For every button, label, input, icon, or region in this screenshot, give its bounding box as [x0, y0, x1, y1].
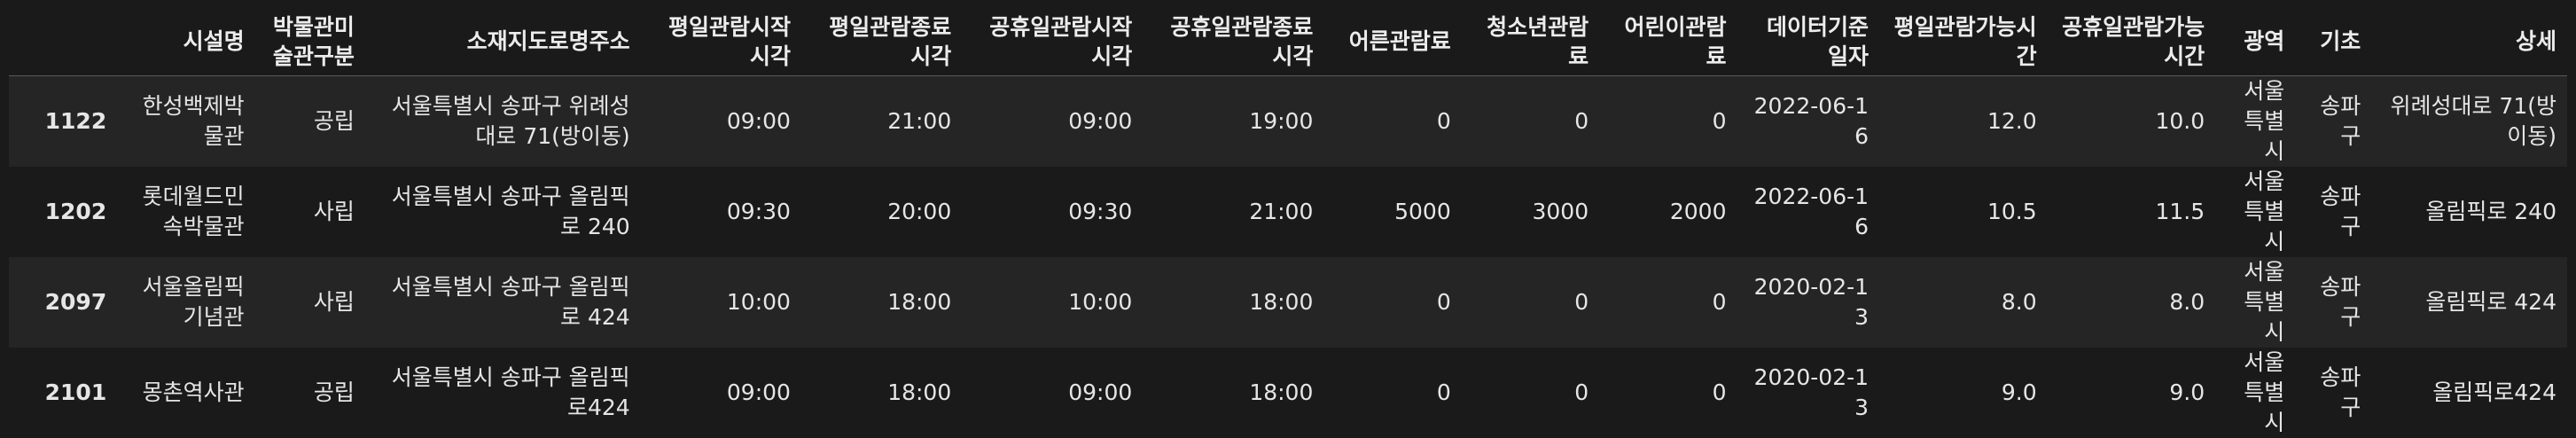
- column-header: 어린이관람료: [1599, 7, 1737, 76]
- column-header: 평일관람가능시간: [1879, 7, 2048, 76]
- table-cell: 10:00: [641, 257, 801, 348]
- table-cell: 송파구: [2295, 257, 2371, 348]
- table-cell: 송파구: [2295, 167, 2371, 257]
- table-cell: 공립: [255, 76, 365, 168]
- table-cell: 서울특별시: [2215, 257, 2295, 348]
- table-cell: 09:00: [641, 76, 801, 168]
- column-header: 데이터기준일자: [1737, 7, 1879, 76]
- table-cell: 18:00: [1143, 348, 1323, 438]
- table-cell: 2020-02-13: [1737, 348, 1879, 438]
- table-cell: 10:00: [962, 257, 1143, 348]
- table-cell: 서울올림픽기념관: [117, 257, 254, 348]
- column-header: 공휴일관람시작시각: [962, 7, 1143, 76]
- table-cell: 21:00: [801, 76, 962, 168]
- table-cell: 8.0: [2048, 257, 2216, 348]
- table-cell: 올림픽로 240: [2371, 167, 2567, 257]
- table-row: 2097 서울올림픽기념관 사립 서울특별시 송파구 올림픽로 424 10:0…: [9, 257, 2567, 348]
- table-cell: 2000: [1599, 167, 1737, 257]
- table-body: 1122 한성백제박물관 공립 서울특별시 송파구 위례성대로 71(방이동) …: [9, 76, 2567, 438]
- column-header: 상세: [2371, 7, 2567, 76]
- column-header: 소재지도로명주소: [365, 7, 641, 76]
- table-cell: 0: [1462, 76, 1599, 168]
- table-cell: 서울특별시 송파구 올림픽로 424: [365, 257, 641, 348]
- table-cell: 09:00: [962, 348, 1143, 438]
- table-cell: 0: [1462, 348, 1599, 438]
- table-cell: 19:00: [1143, 76, 1323, 168]
- table-cell: 09:00: [641, 348, 801, 438]
- table-cell: 2022-06-16: [1737, 76, 1879, 168]
- header-row: 시설명 박물관미술관구분 소재지도로명주소 평일관람시작시각 평일관람종료시각 …: [9, 7, 2567, 76]
- table-cell: 사립: [255, 257, 365, 348]
- table-cell: 0: [1323, 257, 1461, 348]
- table-cell: 올림픽로424: [2371, 348, 2567, 438]
- table-row: 1202 롯데월드민속박물관 사립 서울특별시 송파구 올림픽로 240 09:…: [9, 167, 2567, 257]
- table-cell: 서울특별시: [2215, 348, 2295, 438]
- table-cell: 18:00: [801, 257, 962, 348]
- table-cell: 서울특별시 송파구 올림픽로 240: [365, 167, 641, 257]
- column-header: 어른관람료: [1323, 7, 1461, 76]
- table-cell: 3000: [1462, 167, 1599, 257]
- table-cell: 09:00: [962, 76, 1143, 168]
- column-header: 청소년관람료: [1462, 7, 1599, 76]
- index-header: [9, 7, 117, 76]
- table-cell: 5000: [1323, 167, 1461, 257]
- row-index: 1202: [9, 167, 117, 257]
- column-header: 평일관람종료시각: [801, 7, 962, 76]
- table-cell: 2020-02-13: [1737, 257, 1879, 348]
- table-cell: 0: [1323, 76, 1461, 168]
- row-index: 1122: [9, 76, 117, 168]
- table-cell: 송파구: [2295, 76, 2371, 168]
- table-cell: 9.0: [2048, 348, 2216, 438]
- column-header: 시설명: [117, 7, 254, 76]
- table-cell: 18:00: [801, 348, 962, 438]
- dataframe-table: 시설명 박물관미술관구분 소재지도로명주소 평일관람시작시각 평일관람종료시각 …: [9, 7, 2567, 438]
- table-cell: 10.5: [1879, 167, 2048, 257]
- table-cell: 사립: [255, 167, 365, 257]
- table-cell: 9.0: [1879, 348, 2048, 438]
- table-cell: 송파구: [2295, 348, 2371, 438]
- table-cell: 한성백제박물관: [117, 76, 254, 168]
- column-header: 박물관미술관구분: [255, 7, 365, 76]
- table-cell: 위례성대로 71(방이동): [2371, 76, 2567, 168]
- table-cell: 8.0: [1879, 257, 2048, 348]
- table-cell: 공립: [255, 348, 365, 438]
- row-index: 2097: [9, 257, 117, 348]
- row-index: 2101: [9, 348, 117, 438]
- column-header: 광역: [2215, 7, 2295, 76]
- table-cell: 2022-06-16: [1737, 167, 1879, 257]
- table-row: 2101 몽촌역사관 공립 서울특별시 송파구 올림픽로424 09:00 18…: [9, 348, 2567, 438]
- table-cell: 0: [1323, 348, 1461, 438]
- table-cell: 몽촌역사관: [117, 348, 254, 438]
- table-cell: 0: [1462, 257, 1599, 348]
- table-cell: 0: [1599, 348, 1737, 438]
- dataframe-output: 시설명 박물관미술관구분 소재지도로명주소 평일관람시작시각 평일관람종료시각 …: [9, 7, 2567, 438]
- table-cell: 21:00: [1143, 167, 1323, 257]
- column-header: 공휴일관람종료시각: [1143, 7, 1323, 76]
- table-cell: 09:30: [962, 167, 1143, 257]
- table-cell: 서울특별시: [2215, 167, 2295, 257]
- table-cell: 롯데월드민속박물관: [117, 167, 254, 257]
- column-header: 공휴일관람가능시간: [2048, 7, 2216, 76]
- table-cell: 12.0: [1879, 76, 2048, 168]
- table-cell: 0: [1599, 76, 1737, 168]
- table-cell: 서울특별시 송파구 올림픽로424: [365, 348, 641, 438]
- table-cell: 11.5: [2048, 167, 2216, 257]
- column-header: 기초: [2295, 7, 2371, 76]
- table-cell: 18:00: [1143, 257, 1323, 348]
- table-cell: 올림픽로 424: [2371, 257, 2567, 348]
- table-cell: 10.0: [2048, 76, 2216, 168]
- table-cell: 09:30: [641, 167, 801, 257]
- table-cell: 20:00: [801, 167, 962, 257]
- table-cell: 서울특별시 송파구 위례성대로 71(방이동): [365, 76, 641, 168]
- table-row: 1122 한성백제박물관 공립 서울특별시 송파구 위례성대로 71(방이동) …: [9, 76, 2567, 168]
- table-header: 시설명 박물관미술관구분 소재지도로명주소 평일관람시작시각 평일관람종료시각 …: [9, 7, 2567, 76]
- column-header: 평일관람시작시각: [641, 7, 801, 76]
- table-cell: 서울특별시: [2215, 76, 2295, 168]
- table-cell: 0: [1599, 257, 1737, 348]
